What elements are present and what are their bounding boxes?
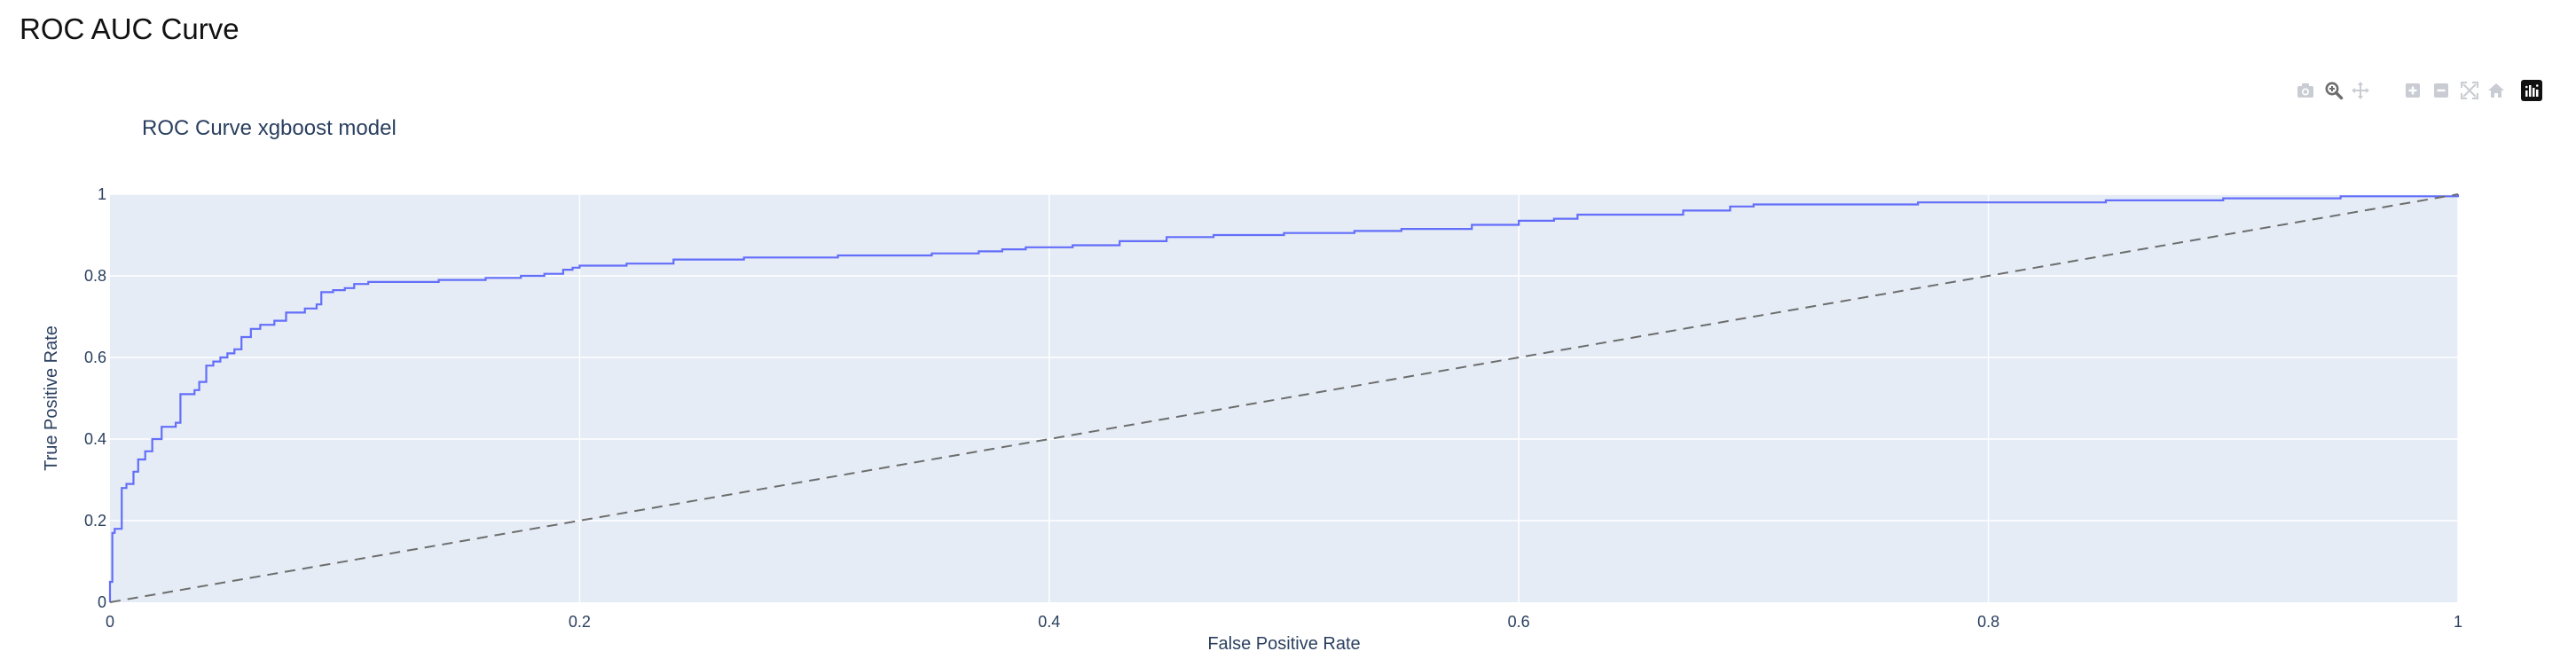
x-axis-title: False Positive Rate (1207, 634, 1360, 654)
autoscale-icon (2461, 82, 2478, 99)
y-tick-label: 0.2 (84, 512, 106, 530)
y-tick-label: 0.8 (84, 267, 106, 285)
reset-axes-button[interactable] (2484, 78, 2509, 103)
x-tick-label: 0 (106, 613, 114, 631)
x-tick-label: 0.2 (569, 613, 591, 631)
zoom-in-icon (2406, 83, 2420, 98)
zoom-button[interactable] (2321, 78, 2346, 103)
random-baseline-line (109, 193, 2459, 603)
download-png-button[interactable] (2293, 78, 2318, 103)
axis-ticks: 0 0.2 0.4 0.6 0.8 1 0 0.2 0.4 0.6 0.8 1 (84, 185, 2462, 631)
y-tick-label: 0.4 (84, 430, 106, 448)
x-tick-label: 0.6 (1508, 613, 1530, 631)
plotly-logo-icon (2521, 80, 2542, 101)
autoscale-button[interactable] (2457, 78, 2482, 103)
pan-icon (2352, 82, 2369, 99)
x-tick-label: 0.4 (1038, 613, 1060, 631)
plotly-logo-button[interactable] (2519, 78, 2544, 103)
roc-curve-line (108, 194, 2460, 602)
zoom-out-button[interactable] (2429, 78, 2454, 103)
home-icon (2488, 83, 2504, 98)
zoom-icon (2325, 82, 2344, 100)
grid-lines (110, 193, 2459, 602)
data-series (108, 193, 2460, 603)
x-tick-label: 0.8 (1977, 613, 1999, 631)
page-title: ROC AUC Curve (20, 12, 240, 45)
y-tick-label: 1 (98, 185, 106, 203)
plot-modebar (2293, 78, 2564, 105)
x-tick-label: 1 (2454, 613, 2462, 631)
pan-button[interactable] (2348, 78, 2373, 103)
zoom-out-icon (2434, 83, 2448, 98)
zoom-in-button[interactable] (2400, 78, 2425, 103)
camera-icon (2297, 83, 2313, 98)
y-tick-label: 0.6 (84, 349, 106, 366)
y-axis-title: True Positive Rate (42, 326, 61, 471)
chart-title: ROC Curve xgboost model (142, 116, 397, 140)
y-tick-label: 0 (98, 593, 106, 611)
